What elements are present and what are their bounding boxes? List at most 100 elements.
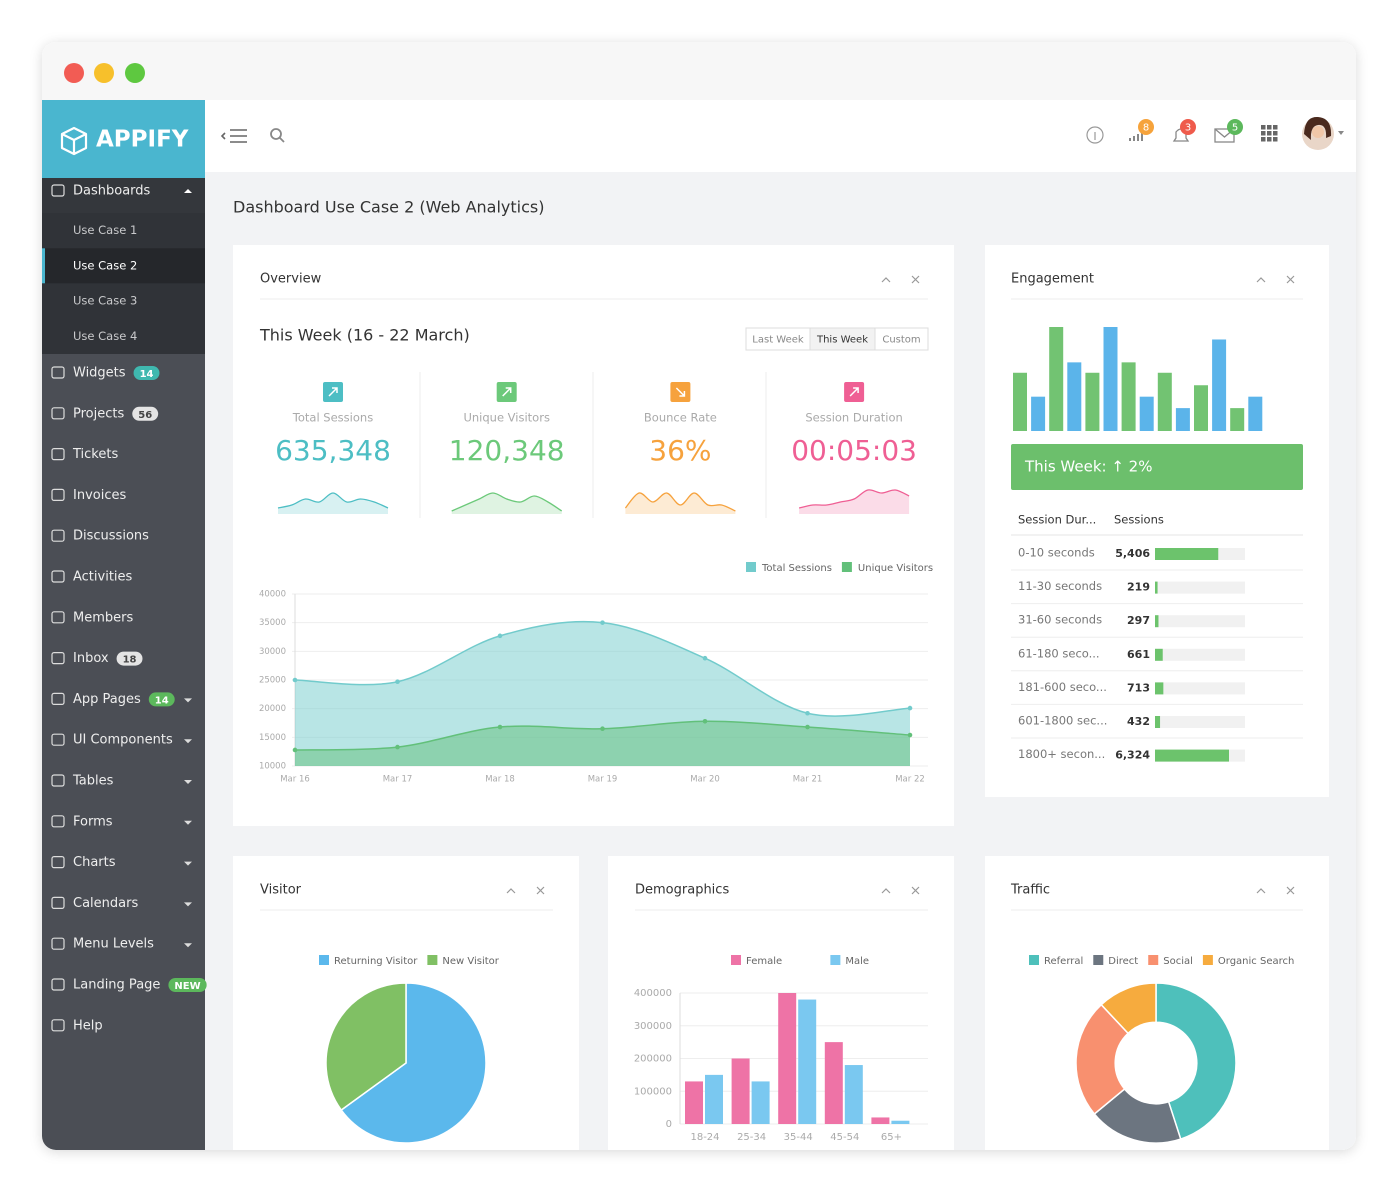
progress-bar xyxy=(1155,749,1229,762)
menu-item[interactable]: UI Components xyxy=(73,733,173,748)
y-tick-label: 200000 xyxy=(634,1054,672,1065)
minimize-dot[interactable] xyxy=(94,63,114,83)
point xyxy=(907,732,913,738)
submenu-item[interactable]: Use Case 1 xyxy=(73,223,137,237)
legend-swatch xyxy=(731,955,741,965)
point xyxy=(907,705,913,711)
close-button[interactable] xyxy=(911,275,920,284)
legend-label: Referral xyxy=(1044,956,1083,967)
point xyxy=(702,718,708,724)
page-title: Dashboard Use Case 2 (Web Analytics) xyxy=(233,198,544,217)
slice xyxy=(1100,982,1157,1035)
x-tick-label: Mar 19 xyxy=(588,775,618,785)
legend-label: New Visitor xyxy=(442,956,499,967)
point xyxy=(805,710,810,716)
submenu-item[interactable]: Use Case 3 xyxy=(73,294,137,308)
table-header: Session Dur... xyxy=(1018,513,1096,527)
sparkline xyxy=(277,492,389,509)
apps-icon[interactable] xyxy=(1261,125,1278,142)
legend-label: Direct xyxy=(1108,956,1138,967)
collapse-button[interactable] xyxy=(1256,277,1266,283)
stat-label: Total Sessions xyxy=(292,411,373,425)
submenu-caret xyxy=(184,820,192,825)
row-value: 432 xyxy=(1127,715,1150,728)
menu-icon xyxy=(51,692,65,706)
stat-arrow xyxy=(328,387,338,397)
menu-item[interactable]: Landing Page xyxy=(73,978,160,993)
collapse-button[interactable] xyxy=(881,888,891,894)
menu-item[interactable]: Widgets xyxy=(73,366,126,381)
menu-badge xyxy=(148,692,175,707)
y-tick-label: 25000 xyxy=(259,676,286,686)
menu-toggle[interactable] xyxy=(220,129,247,143)
menu-item[interactable]: Members xyxy=(73,610,133,625)
close-dot[interactable] xyxy=(64,63,84,83)
menu-item[interactable]: Activities xyxy=(73,570,133,585)
menu-icon xyxy=(51,978,65,991)
collapse-button[interactable] xyxy=(1256,888,1266,894)
row-value: 5,406 xyxy=(1115,547,1150,560)
menu-icon xyxy=(51,855,65,869)
menu-icon xyxy=(51,570,65,583)
menu-item[interactable]: Projects xyxy=(73,406,124,421)
info-icon[interactable] xyxy=(1086,126,1104,144)
menu-item[interactable]: Tickets xyxy=(72,447,118,462)
close-button[interactable] xyxy=(536,886,545,895)
submenu-caret xyxy=(184,861,192,866)
point xyxy=(292,677,298,683)
legend-label: Female xyxy=(746,956,782,967)
range-button[interactable] xyxy=(874,327,929,351)
x-tick-label: Mar 20 xyxy=(690,775,720,785)
menu-item[interactable]: Tables xyxy=(72,774,114,789)
maximize-dot[interactable] xyxy=(125,63,145,83)
search-icon[interactable] xyxy=(270,128,285,143)
menu-caret-up xyxy=(184,189,192,193)
close-button[interactable] xyxy=(911,886,920,895)
submenu-caret xyxy=(184,780,192,784)
card-title: Overview xyxy=(260,272,322,287)
sparkline-area xyxy=(451,493,562,514)
legend-label: Social xyxy=(1163,956,1193,967)
menu-item[interactable]: Forms xyxy=(73,814,113,829)
menu-item[interactable]: Invoices xyxy=(73,488,126,503)
y-tick-label: 0 xyxy=(666,1119,672,1130)
signal-icon[interactable] xyxy=(1129,132,1143,141)
collapse-button[interactable] xyxy=(506,888,516,894)
legend-label: Total Sessions xyxy=(761,563,832,574)
card-title: Demographics xyxy=(635,883,729,898)
menu-badge-text: 56 xyxy=(138,410,152,421)
menu-item[interactable]: Help xyxy=(73,1018,103,1033)
sparkline-area xyxy=(799,489,910,514)
bar xyxy=(1067,362,1082,431)
menu-item[interactable]: Menu Levels xyxy=(73,937,154,952)
engagement-card xyxy=(985,245,1329,797)
row-label: 181-600 seco... xyxy=(1018,680,1107,694)
x-tick-label: 25-34 xyxy=(737,1132,766,1143)
sparkline xyxy=(798,489,910,509)
row-label: 601-1800 sec... xyxy=(1018,714,1107,728)
legend-swatch xyxy=(427,955,438,965)
bar xyxy=(1139,396,1154,431)
notification-count: 5 xyxy=(1232,123,1238,134)
menu-item[interactable]: Inbox xyxy=(73,651,109,666)
menu-item[interactable]: Calendars xyxy=(73,896,138,911)
progress-track xyxy=(1155,716,1245,728)
collapse-button[interactable] xyxy=(881,277,891,283)
menu-item[interactable]: App Pages xyxy=(73,692,141,707)
menu-item[interactable]: Discussions xyxy=(73,529,149,544)
avatar[interactable] xyxy=(1302,116,1344,150)
menu-icon xyxy=(51,448,65,461)
progress-bar xyxy=(1155,581,1158,594)
submenu-item[interactable]: Use Case 2 xyxy=(73,258,137,272)
close-button[interactable] xyxy=(1286,275,1295,284)
menu-row xyxy=(42,178,205,213)
window-content: APPIFY Dashboard U xyxy=(42,42,1356,1150)
area xyxy=(295,721,910,766)
menu-item[interactable]: Charts xyxy=(73,855,116,870)
submenu-item[interactable]: Use Case 4 xyxy=(73,329,137,343)
menu-item[interactable]: Dashboards xyxy=(73,184,151,199)
close-button[interactable] xyxy=(1286,886,1295,895)
x-tick-label: Mar 16 xyxy=(280,775,310,785)
menu-badge xyxy=(116,651,143,666)
menu-icon xyxy=(51,611,65,624)
